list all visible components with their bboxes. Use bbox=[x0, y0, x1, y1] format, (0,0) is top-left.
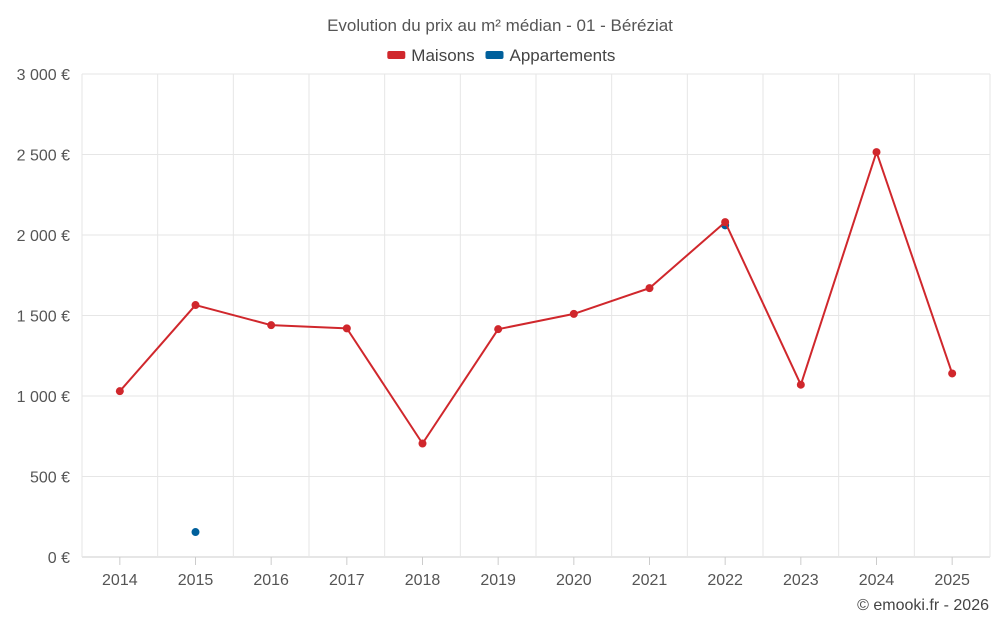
data-point-maisons bbox=[115, 387, 124, 396]
x-tick-label: 2022 bbox=[707, 572, 743, 589]
data-point-maisons bbox=[872, 148, 881, 157]
x-tick-label: 2024 bbox=[859, 572, 895, 589]
data-point-maisons bbox=[342, 324, 351, 333]
series-line-maisons bbox=[195, 304, 272, 327]
legend-label-maisons: Maisons bbox=[411, 46, 474, 65]
series-line-maisons bbox=[345, 327, 424, 445]
y-tick-label: 3 000 € bbox=[17, 67, 70, 84]
x-tick-label: 2019 bbox=[480, 572, 516, 589]
data-point-maisons bbox=[191, 301, 200, 310]
data-point-maisons bbox=[721, 218, 730, 227]
series-line-maisons bbox=[799, 151, 878, 386]
y-tick-label: 1 000 € bbox=[17, 389, 70, 406]
x-tick-label: 2014 bbox=[102, 572, 138, 589]
y-tick-label: 2 500 € bbox=[17, 148, 70, 165]
legend: Maisons Appartements bbox=[387, 46, 615, 65]
x-tick-label: 2020 bbox=[556, 572, 592, 589]
series-line-maisons bbox=[724, 221, 802, 386]
series-line-maisons bbox=[875, 151, 954, 374]
legend-swatch-appartements bbox=[485, 51, 504, 59]
y-tick-label: 0 € bbox=[48, 550, 70, 567]
grid-lines bbox=[81, 73, 991, 558]
chart-title: Evolution du prix au m² médian - 01 - Bé… bbox=[327, 16, 673, 35]
x-tick-label: 2018 bbox=[405, 572, 441, 589]
series-layer bbox=[115, 148, 957, 537]
y-tick-label: 1 500 € bbox=[17, 309, 70, 326]
series-line-maisons bbox=[573, 287, 650, 315]
series-line-maisons bbox=[648, 221, 726, 289]
x-tick-label: 2023 bbox=[783, 572, 819, 589]
y-tick-label: 2 000 € bbox=[17, 228, 70, 245]
data-point-maisons bbox=[645, 284, 654, 293]
y-axis: 0 € 500 € 1 000 € 1 500 € 2 000 € 2 500 € 3 00… bbox=[17, 67, 70, 567]
legend-label-appartements: Appartements bbox=[510, 46, 616, 65]
series-line-maisons bbox=[271, 324, 347, 330]
series-line-maisons bbox=[119, 304, 197, 392]
x-tick-label: 2025 bbox=[934, 572, 970, 589]
data-point-maisons bbox=[418, 439, 427, 448]
data-point-maisons bbox=[494, 325, 503, 334]
x-tick-label: 2015 bbox=[178, 572, 214, 589]
data-point-maisons bbox=[796, 380, 805, 389]
x-axis: 2014 2015 2016 2017 2018 2019 2020 2021 2022 2023… bbox=[102, 557, 970, 589]
legend-swatch-maisons bbox=[387, 51, 406, 59]
x-tick-label: 2021 bbox=[632, 572, 668, 589]
x-tick-label: 2016 bbox=[253, 572, 289, 589]
y-tick-label: 500 € bbox=[30, 470, 70, 487]
data-point-maisons bbox=[267, 321, 276, 330]
series-line-maisons bbox=[497, 312, 575, 331]
credit-text: © emooki.fr - 2026 bbox=[857, 597, 989, 614]
x-tick-label: 2017 bbox=[329, 572, 365, 589]
data-point-maisons bbox=[948, 369, 957, 378]
series-line-maisons bbox=[421, 328, 500, 445]
data-point-appartements bbox=[191, 528, 200, 537]
data-point-maisons bbox=[569, 309, 578, 318]
